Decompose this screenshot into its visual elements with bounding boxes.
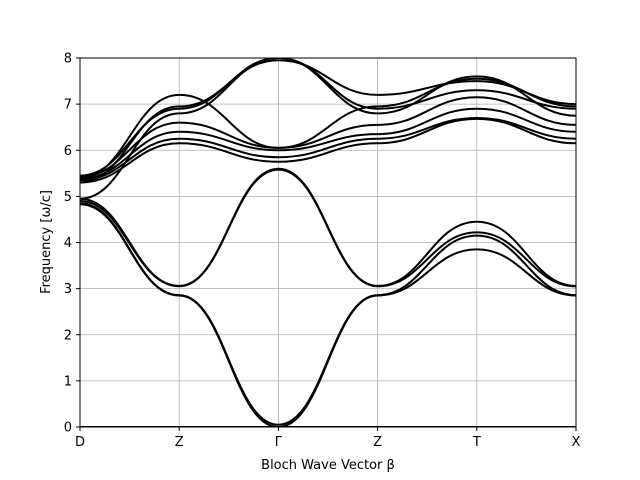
y-tick-label: 3 [64,282,72,297]
band-lines [80,58,576,427]
y-tick-label: 0 [64,421,72,436]
x-tick-label: T [472,435,481,450]
y-tick-label: 7 [64,98,72,113]
x-tick-label: Γ [275,435,283,450]
band-line-13 [80,59,576,184]
y-axis-label: Frequency [ω/c] [39,190,54,294]
band-line-10 [80,58,576,177]
x-tick-label: D [75,435,85,450]
band-line-5 [80,167,576,287]
y-tick-label: 5 [64,190,72,205]
y-axis-ticks: 0 1 2 3 4 5 6 7 8 [64,52,80,436]
band-line-7 [80,117,576,182]
y-tick-label: 8 [64,52,72,67]
x-tick-label: Z [373,435,382,450]
band-line-12 [80,58,576,200]
y-tick-label: 2 [64,328,72,343]
x-axis-label: Bloch Wave Vector β [261,458,395,473]
y-tick-label: 1 [64,374,72,389]
band-line-2 [80,203,576,427]
band-line-9 [80,96,576,178]
x-tick-label: Z [175,435,184,450]
y-tick-label: 4 [64,236,72,251]
band-line-8 [80,107,576,180]
band-line-3 [80,202,576,426]
x-tick-label: X [572,435,581,450]
band-line-11 [80,77,576,179]
y-tick-label: 6 [64,144,72,159]
